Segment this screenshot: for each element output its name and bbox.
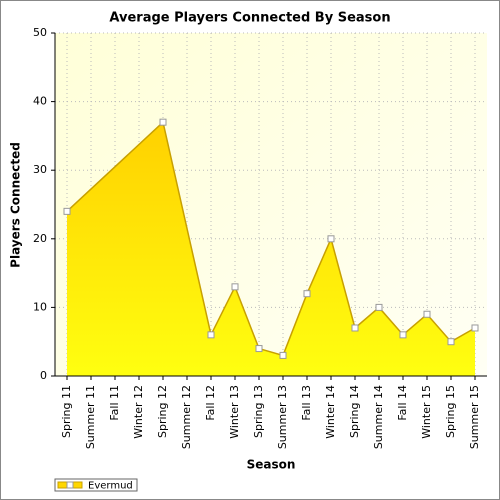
x-tick-label: Spring 14 bbox=[348, 385, 361, 438]
marker bbox=[279, 351, 287, 359]
x-tick-label: Summer 12 bbox=[180, 385, 193, 449]
marker bbox=[303, 290, 311, 298]
x-tick-label: Spring 12 bbox=[156, 385, 169, 438]
x-tick-label: Summer 13 bbox=[276, 385, 289, 449]
x-tick-label: Summer 14 bbox=[372, 385, 385, 449]
x-tick-label: Fall 11 bbox=[108, 385, 121, 421]
marker bbox=[471, 324, 479, 332]
x-tick-label: Summer 15 bbox=[468, 385, 481, 449]
y-tick-label: 50 bbox=[33, 26, 47, 39]
x-tick-label: Spring 11 bbox=[60, 385, 73, 438]
legend-label: Evermud bbox=[88, 481, 133, 492]
marker bbox=[423, 310, 431, 318]
marker bbox=[399, 331, 407, 339]
x-tick-label: Spring 15 bbox=[444, 385, 457, 438]
line bbox=[66, 120, 476, 357]
marker bbox=[255, 345, 263, 353]
y-axis-label: Players Connected bbox=[9, 142, 23, 268]
y-tick-label: 0 bbox=[40, 369, 47, 382]
x-axis-label: Season bbox=[247, 458, 296, 472]
y-tick-label: 40 bbox=[33, 95, 47, 108]
marker bbox=[327, 235, 335, 243]
x-tick-label: Fall 13 bbox=[300, 385, 313, 421]
marker bbox=[375, 303, 383, 311]
x-tick-label: Winter 15 bbox=[420, 385, 433, 439]
marker bbox=[447, 338, 455, 346]
x-tick-label: Winter 13 bbox=[228, 385, 241, 439]
y-tick-label: 30 bbox=[33, 163, 47, 176]
legend-marker bbox=[66, 481, 74, 489]
x-tick-label: Winter 12 bbox=[132, 385, 145, 439]
y-tick-label: 20 bbox=[33, 232, 47, 245]
marker bbox=[159, 118, 167, 126]
x-tick-label: Summer 11 bbox=[84, 385, 97, 449]
marker bbox=[207, 331, 215, 339]
marker bbox=[351, 324, 359, 332]
marker bbox=[231, 283, 239, 291]
x-tick-label: Fall 12 bbox=[204, 385, 217, 421]
x-tick-label: Winter 14 bbox=[324, 385, 337, 439]
y-tick-label: 10 bbox=[33, 300, 47, 313]
x-tick-label: Fall 14 bbox=[396, 385, 409, 421]
x-tick-label: Spring 13 bbox=[252, 385, 265, 438]
marker bbox=[63, 207, 71, 215]
chart-title: Average Players Connected By Season bbox=[109, 11, 390, 26]
